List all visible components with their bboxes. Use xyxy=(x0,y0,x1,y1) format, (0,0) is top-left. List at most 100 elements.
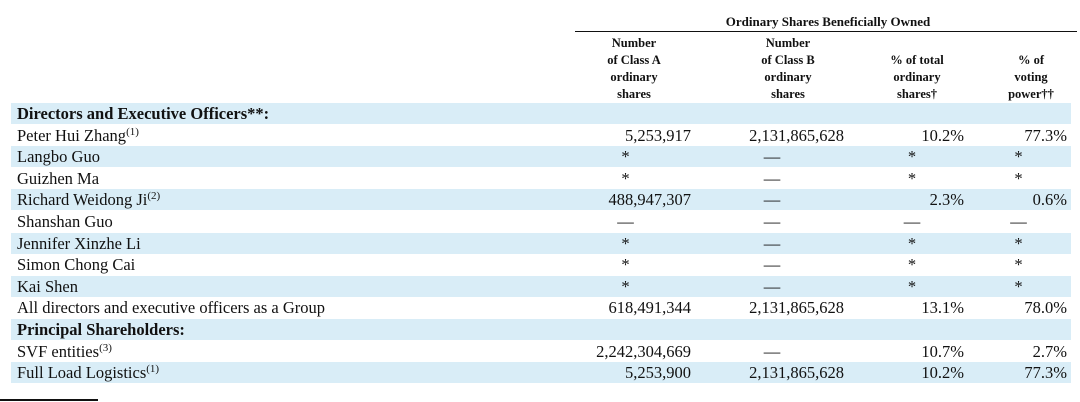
not-material-marker: * xyxy=(621,168,630,188)
footnote-marker: (2) xyxy=(147,190,161,203)
table-row: Kai Shen * — * * xyxy=(11,275,1071,297)
not-material-marker: * xyxy=(621,233,630,253)
row-label-text: All directors and executive officers as … xyxy=(17,298,326,318)
nil-dash: — xyxy=(617,212,634,231)
row-label-text: Richard Weidong Ji xyxy=(17,190,148,210)
table-row: Langbo Guo * — * * xyxy=(11,146,1071,168)
row-label: Guizhen Ma xyxy=(17,168,99,189)
col-header-line: of Class B xyxy=(761,53,815,67)
table-row: Full Load Logistics(1) 5,253,900 2,131,865… xyxy=(11,362,1071,384)
nil-dash: — xyxy=(763,255,781,275)
not-material-marker: * xyxy=(1014,255,1023,275)
nil-dash: — xyxy=(763,233,781,253)
not-material-marker: * xyxy=(1014,233,1023,253)
row-label-text: Full Load Logistics xyxy=(17,363,147,383)
footnote-marker: (1) xyxy=(126,125,139,138)
row-label-text: Langbo Guo xyxy=(17,147,100,167)
table-cell: 10.2% xyxy=(921,363,964,383)
table-row: Peter Hui Zhang(1) 5,253,917 2,131,865,628… xyxy=(0,125,1071,146)
table-row: Guizhen Ma * — * * xyxy=(0,168,1071,189)
row-label: Jennifer Xinzhe Li xyxy=(17,233,141,254)
table-cell: 5,253,917 xyxy=(625,125,691,145)
not-material-marker: * xyxy=(1014,147,1023,167)
row-label-text: Principal Shareholders: xyxy=(17,320,185,339)
nil-dash: — xyxy=(763,212,781,231)
not-material-marker: * xyxy=(621,276,630,296)
row-label-text: Jennifer Xinzhe Li xyxy=(17,233,141,253)
table-cell: 488,947,307 xyxy=(608,190,692,210)
table-row: Principal Shareholders: xyxy=(11,319,1071,340)
col-header-line: Number xyxy=(765,36,811,50)
table-cell: 618,491,344 xyxy=(608,298,692,318)
group-title: Ordinary Shares Beneficially Owned xyxy=(725,14,931,29)
col-header-line: of Class A xyxy=(607,53,661,67)
row-label-text: Guizhen Ma xyxy=(17,168,100,188)
row-label: Shanshan Guo xyxy=(17,211,113,232)
not-material-marker: * xyxy=(907,147,917,167)
col-header-pct-voting: % of voting power†† xyxy=(986,33,1076,103)
nil-dash: — xyxy=(763,168,781,188)
table-row: Shanshan Guo — — — — xyxy=(0,211,1071,232)
row-label-text: SVF entities xyxy=(17,341,100,361)
table-cell: 5,253,900 xyxy=(625,363,691,383)
table-row: Simon Chong Cai * — * * xyxy=(0,254,1071,275)
table-cell: 2,242,304,669 xyxy=(596,341,691,361)
not-material-marker: * xyxy=(621,255,630,275)
not-material-marker: * xyxy=(1014,276,1023,296)
nil-dash: — xyxy=(1010,212,1027,231)
table-cell: 13.1% xyxy=(921,298,964,318)
table-row: Jennifer Xinzhe Li * — * * xyxy=(11,232,1071,254)
not-material-marker: * xyxy=(621,147,630,167)
table-cell: 2.7% xyxy=(1032,341,1067,361)
table-row: SVF entities(3) 2,242,304,669 — 10.7% 2.7% xyxy=(0,341,1071,362)
col-header-line: voting xyxy=(1014,70,1048,84)
not-material-marker: * xyxy=(907,168,917,188)
nil-dash: — xyxy=(903,212,921,231)
col-header-class-b: Number of Class B ordinary shares xyxy=(728,33,848,103)
col-header-line: ordinary xyxy=(764,70,812,84)
table-cell: 78.0% xyxy=(1024,298,1067,318)
row-label: Peter Hui Zhang(1) xyxy=(17,125,139,146)
table-cell: 77.3% xyxy=(1024,363,1067,383)
section-heading: Directors and Executive Officers**: xyxy=(17,103,269,124)
table-cell: 2,131,865,628 xyxy=(749,363,844,383)
row-label: Kai Shen xyxy=(17,276,78,297)
table-cell: 2,131,865,628 xyxy=(749,125,844,145)
col-header-line: shares xyxy=(617,87,651,101)
col-header-line: % of total xyxy=(890,53,944,67)
row-label: Richard Weidong Ji(2) xyxy=(17,189,160,210)
col-header-line: shares xyxy=(771,87,805,101)
row-label-text: Directors and Executive Officers**: xyxy=(17,104,270,123)
col-header-line: ordinary xyxy=(610,70,658,84)
table-cell: 0.6% xyxy=(1032,190,1067,210)
nil-dash: — xyxy=(763,147,781,167)
table-row: Richard Weidong Ji(2) 488,947,307 — 2.3% 0.6… xyxy=(11,189,1071,211)
footnote-marker: (3) xyxy=(99,341,112,354)
table-cell: 10.7% xyxy=(921,341,964,361)
footnote-rule xyxy=(0,399,98,401)
col-header-class-a: Number of Class A ordinary shares xyxy=(575,33,693,103)
not-material-marker: * xyxy=(1014,168,1023,188)
group-title-rule xyxy=(575,31,1077,32)
col-header-line: % of xyxy=(1017,53,1045,67)
table-cell: 2.3% xyxy=(929,190,964,210)
row-label-text: Kai Shen xyxy=(17,276,78,296)
col-header-line: shares† xyxy=(896,87,938,101)
table-row: Directors and Executive Officers**: xyxy=(11,103,1071,124)
section-heading: Principal Shareholders: xyxy=(17,319,185,340)
table-cell: 10.2% xyxy=(921,125,964,145)
table-cell: 2,131,865,628 xyxy=(749,298,844,318)
not-material-marker: * xyxy=(907,233,917,253)
col-header-line: ordinary xyxy=(893,70,941,84)
row-label: Langbo Guo xyxy=(17,146,100,167)
col-header-pct-total: % of total ordinary shares† xyxy=(868,33,966,103)
row-label: Full Load Logistics(1) xyxy=(17,362,159,383)
nil-dash: — xyxy=(763,341,781,361)
row-label: All directors and executive officers as … xyxy=(17,297,325,318)
table-cell: 77.3% xyxy=(1024,125,1067,145)
footnote-marker: (1) xyxy=(146,363,160,376)
row-label-text: Peter Hui Zhang xyxy=(17,125,127,145)
row-label: SVF entities(3) xyxy=(17,341,112,362)
nil-dash: — xyxy=(763,190,781,210)
